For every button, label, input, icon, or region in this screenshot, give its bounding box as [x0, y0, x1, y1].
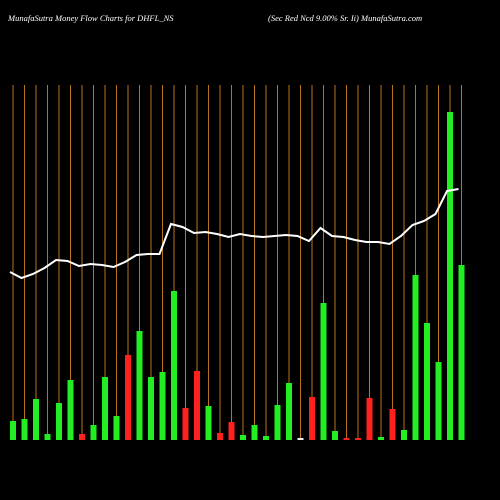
bar [458, 265, 465, 440]
chart-subtitle: (Sec Red Ncd 9.00% Sr. Ii) MunafaSutra.c… [268, 13, 422, 23]
plot [9, 85, 465, 440]
chart-title: MunafaSutra Money Flow Charts for DHFL_N… [7, 13, 174, 23]
price-line [9, 188, 459, 280]
bar [343, 438, 350, 440]
bar [424, 323, 430, 440]
bar [297, 438, 304, 440]
bar [274, 405, 281, 440]
bar [171, 291, 177, 440]
bar [67, 380, 74, 440]
bar [90, 425, 97, 440]
bar [240, 435, 246, 440]
bar [412, 275, 419, 440]
bar [125, 355, 131, 440]
bar [251, 425, 258, 440]
bar [148, 377, 154, 440]
bar [355, 438, 361, 440]
bar [320, 303, 327, 440]
bar [194, 371, 200, 440]
bar [205, 406, 212, 440]
bar [389, 409, 396, 440]
bar [286, 383, 292, 440]
bar [263, 436, 269, 440]
bar [113, 416, 120, 440]
bar [182, 408, 189, 440]
bar [159, 372, 166, 440]
bar [56, 403, 62, 440]
bar [228, 422, 235, 440]
bar [366, 398, 373, 440]
bar [217, 433, 223, 440]
bar [102, 377, 108, 440]
bar [378, 437, 384, 440]
bar [136, 331, 143, 440]
bar [21, 419, 28, 440]
bar [332, 431, 338, 440]
bar [435, 362, 442, 440]
bar [447, 112, 453, 440]
bar [33, 399, 39, 440]
bar [309, 397, 315, 440]
bar [79, 434, 85, 440]
bar [401, 430, 407, 440]
bar [44, 434, 51, 440]
bar [10, 421, 16, 440]
